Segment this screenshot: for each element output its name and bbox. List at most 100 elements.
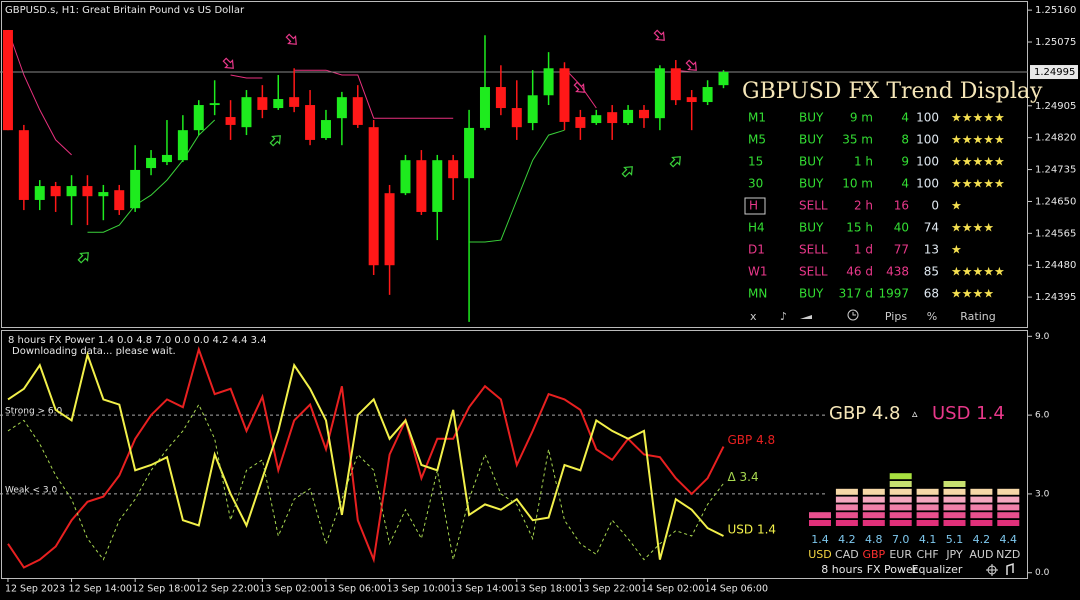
candle-body [495, 87, 506, 109]
signal: BUY [799, 221, 824, 235]
candle-body [479, 87, 490, 128]
y-tick-label: 1.25075 [1035, 37, 1076, 48]
candle-body [686, 97, 697, 103]
trend-title: GBPUSD FX Trend Display [742, 79, 1043, 104]
headline: USD 1.4 [932, 403, 1005, 424]
series-end-label: Δ 3.4 [727, 470, 758, 484]
equalizer-segment [916, 496, 939, 503]
equalizer-segment [889, 520, 912, 526]
candle-body [130, 169, 141, 209]
y-tick-label: 0.0 [1035, 568, 1050, 578]
x-tick-label: 12 Sep 22:00 [196, 584, 259, 595]
signal: BUY [799, 111, 824, 125]
candle-body [273, 99, 284, 109]
equalizer-segment [889, 481, 912, 487]
equalizer-value: 1.4 [811, 533, 829, 546]
equalizer-segment [916, 520, 939, 526]
x-tick-label: 14 Sep 02:00 [641, 584, 704, 595]
currency-label: GBP [862, 548, 885, 561]
indicator-panel-frame [1, 330, 1028, 579]
tf: D1 [748, 243, 765, 257]
candle-body [384, 193, 395, 266]
tf: M1 [748, 111, 766, 125]
pips: 8 [901, 133, 909, 147]
equalizer-value: 7.0 [892, 533, 910, 546]
equalizer-segment [835, 512, 858, 519]
equalizer-segment [997, 512, 1020, 519]
equalizer-footer: Equalizer [912, 563, 963, 576]
equalizer-segment [997, 496, 1020, 503]
candle-body [638, 109, 649, 119]
equalizer-segment [916, 504, 939, 511]
y-tick-label: 1.24395 [1035, 292, 1076, 303]
duration: 1 h [854, 155, 873, 169]
x-tick-label: 12 Sep 2023 [5, 584, 65, 595]
equalizer-segment [835, 488, 858, 495]
candle-body [400, 160, 411, 194]
candle-body [34, 186, 45, 200]
price-label: 1.24995 [1034, 67, 1075, 78]
pips: 9 [901, 155, 909, 169]
rating: ★ [951, 199, 962, 213]
pips: 4 [901, 177, 909, 191]
signal: SELL [799, 265, 828, 279]
equalizer-segment [970, 520, 993, 526]
equalizer-value: 4.8 [865, 533, 883, 546]
percent: 0 [931, 199, 939, 213]
y-tick-label: 1.24650 [1035, 196, 1076, 207]
x-tick-label: 12 Sep 18:00 [132, 584, 195, 595]
duration: 35 m [842, 133, 873, 147]
chart-title: GBPUSD.s, H1: Great Britain Pound vs US … [5, 5, 245, 16]
power-line [7, 351, 724, 560]
candle-body [82, 186, 93, 197]
currency-label: JPY [945, 548, 963, 561]
tf: 30 [748, 177, 763, 191]
candle-body [527, 95, 538, 124]
indicator-status: Downloading data... please wait. [12, 346, 176, 357]
x-tick-label: 13 Sep 22:00 [577, 584, 640, 595]
duration: 2 h [854, 199, 873, 213]
series-end-label: GBP 4.8 [727, 433, 775, 447]
signal: BUY [799, 133, 824, 147]
duration: 9 m [850, 111, 873, 125]
y-tick-label: 1.24480 [1035, 260, 1076, 271]
candle-body [670, 68, 681, 101]
icon-sound[interactable] [1006, 562, 1014, 575]
equalizer-segment [943, 481, 966, 487]
candle-body [50, 186, 61, 197]
equalizer-value: 4.4 [1000, 533, 1018, 546]
percent: 74 [924, 221, 939, 235]
equalizer-segment [862, 512, 885, 519]
icon-clock-hands [852, 312, 856, 316]
currency-label: USD [808, 548, 832, 561]
rating: ★ [951, 243, 962, 257]
candle-body [98, 192, 109, 197]
equalizer-value: 4.1 [919, 533, 937, 546]
candle-body [591, 115, 602, 124]
equalizer-segment [889, 488, 912, 495]
equalizer-segment [835, 520, 858, 526]
percent: 100 [916, 133, 939, 147]
candle-body [289, 97, 300, 107]
equalizer-segment [970, 488, 993, 495]
headline: ▵ [912, 407, 918, 420]
signal: SELL [799, 243, 828, 257]
rating: ★★★★★ [951, 265, 1005, 279]
tf: 15 [748, 155, 763, 169]
equalizer-footer: 8 hours [821, 563, 863, 576]
equalizer-footer: FX Power [867, 563, 918, 576]
rating: ★★★★★ [951, 133, 1005, 147]
tf: W1 [748, 265, 768, 279]
y-tick-label: 3.0 [1035, 489, 1050, 499]
tf: H [749, 199, 758, 213]
candle-body [320, 120, 331, 139]
candle-body [368, 127, 379, 266]
tf: MN [748, 287, 767, 301]
x-tick-label: 13 Sep 10:00 [387, 584, 450, 595]
equalizer-segment [997, 504, 1020, 511]
tf: M5 [748, 133, 766, 147]
percent: 100 [916, 111, 939, 125]
pips: 40 [894, 221, 909, 235]
candle-body [336, 97, 347, 119]
equalizer-segment [970, 512, 993, 519]
